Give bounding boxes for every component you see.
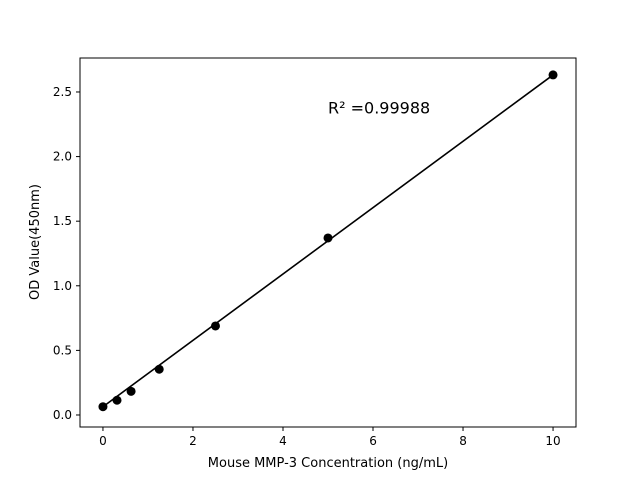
y-tick-label: 0.5 [53, 343, 72, 357]
annotation-r2: R² =0.99988 [328, 98, 430, 117]
y-axis-label: OD Value(450nm) [28, 184, 43, 300]
data-point [154, 364, 164, 374]
data-point [210, 321, 220, 331]
data-point [548, 70, 558, 80]
x-tick-label: 10 [545, 434, 560, 448]
y-tick-label: 2.5 [53, 85, 72, 99]
y-tick-label: 0.0 [53, 408, 72, 422]
x-axis-label: Mouse MMP-3 Concentration (ng/mL) [208, 456, 448, 471]
x-tick-label: 6 [369, 434, 377, 448]
y-tick-label: 1.5 [53, 214, 72, 228]
data-point [126, 386, 136, 396]
y-axis-ticks: 0.0 0.5 1.0 1.5 2.0 2.5 [53, 85, 80, 422]
data-point [98, 402, 108, 412]
chart-marks [98, 70, 558, 412]
y-tick-label: 2.0 [53, 150, 72, 164]
x-tick-label: 4 [279, 434, 287, 448]
x-tick-label: 2 [189, 434, 197, 448]
x-tick-label: 8 [459, 434, 467, 448]
data-point [323, 233, 333, 243]
data-point [112, 395, 122, 405]
x-axis-ticks: 0 2 4 6 8 10 [99, 427, 561, 448]
x-tick-label: 0 [99, 434, 107, 448]
y-tick-label: 1.0 [53, 279, 72, 293]
